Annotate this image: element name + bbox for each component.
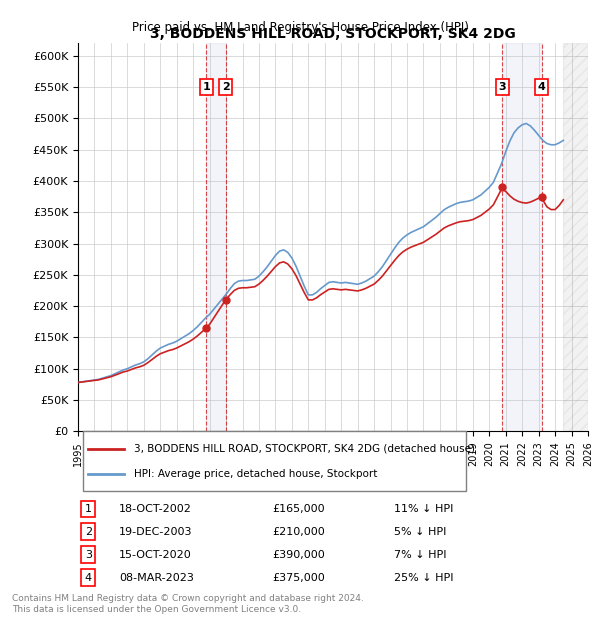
Text: 4: 4: [85, 573, 92, 583]
Text: 11% ↓ HPI: 11% ↓ HPI: [394, 504, 454, 514]
Bar: [502, 43, 542, 432]
Bar: [563, 43, 588, 432]
Text: 1: 1: [202, 82, 210, 92]
Text: £165,000: £165,000: [272, 504, 325, 514]
Text: 15-OCT-2020: 15-OCT-2020: [119, 550, 191, 560]
Text: HPI: Average price, detached house, Stockport: HPI: Average price, detached house, Stoc…: [134, 469, 377, 479]
Text: 08-MAR-2023: 08-MAR-2023: [119, 573, 194, 583]
Text: 1: 1: [85, 504, 92, 514]
Title: 3, BODDENS HILL ROAD, STOCKPORT, SK4 2DG: 3, BODDENS HILL ROAD, STOCKPORT, SK4 2DG: [150, 27, 516, 41]
Bar: [206, 43, 226, 432]
Text: 7% ↓ HPI: 7% ↓ HPI: [394, 550, 446, 560]
Text: 3, BODDENS HILL ROAD, STOCKPORT, SK4 2DG (detached house): 3, BODDENS HILL ROAD, STOCKPORT, SK4 2DG…: [134, 444, 475, 454]
Text: 5% ↓ HPI: 5% ↓ HPI: [394, 527, 446, 537]
Text: 3: 3: [85, 550, 92, 560]
Text: 3: 3: [499, 82, 506, 92]
Text: 4: 4: [538, 82, 545, 92]
Text: Contains HM Land Registry data © Crown copyright and database right 2024.
This d: Contains HM Land Registry data © Crown c…: [12, 595, 364, 614]
FancyBboxPatch shape: [83, 432, 466, 491]
Text: £375,000: £375,000: [272, 573, 325, 583]
Text: £210,000: £210,000: [272, 527, 325, 537]
Text: 2: 2: [221, 82, 229, 92]
Text: Price paid vs. HM Land Registry's House Price Index (HPI): Price paid vs. HM Land Registry's House …: [131, 21, 469, 34]
Text: £390,000: £390,000: [272, 550, 325, 560]
Text: 18-OCT-2002: 18-OCT-2002: [119, 504, 191, 514]
Text: 25% ↓ HPI: 25% ↓ HPI: [394, 573, 454, 583]
Text: 19-DEC-2003: 19-DEC-2003: [119, 527, 193, 537]
Text: 2: 2: [85, 527, 92, 537]
